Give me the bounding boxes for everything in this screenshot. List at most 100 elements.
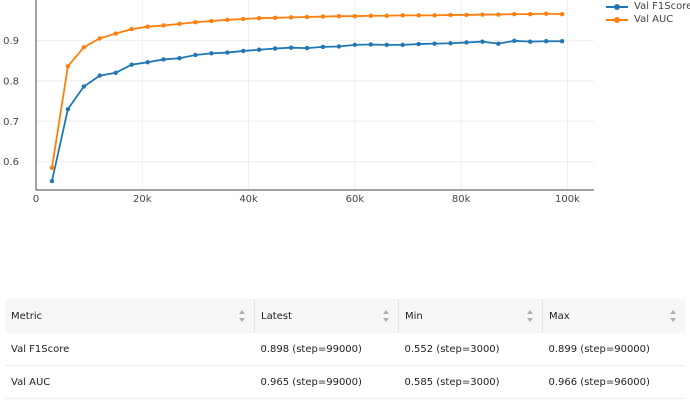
data-point-1	[49, 165, 55, 170]
data-point-1	[448, 12, 453, 18]
sort-icon[interactable]	[383, 310, 390, 322]
data-point-0	[400, 42, 405, 48]
data-point-0	[209, 51, 214, 56]
data-point-0	[65, 106, 71, 112]
cell-metric: Val AUC	[5, 365, 255, 399]
data-point-0	[288, 45, 294, 50]
data-point-1	[272, 15, 278, 20]
data-point-0	[543, 39, 549, 44]
cell-latest: 0.898 (step=99000)	[254, 333, 399, 366]
data-point-0	[512, 38, 517, 44]
data-point-0	[49, 178, 55, 184]
data-point-1	[543, 11, 549, 16]
data-point-0	[480, 39, 485, 44]
data-point-0	[193, 52, 198, 58]
data-point-1	[145, 24, 150, 29]
x-tick-label: 20k	[133, 194, 152, 205]
data-point-0	[145, 60, 150, 65]
legend-label: Val F1Score	[634, 1, 690, 12]
column-header-latest[interactable]: Latest	[254, 299, 399, 333]
data-point-1	[288, 15, 294, 20]
data-point-1	[193, 20, 198, 25]
y-tick-label: 0.6	[3, 157, 19, 168]
x-tick-label: 80k	[452, 194, 471, 205]
data-point-1	[161, 23, 166, 28]
chart-svg: 0 20k 40k 60k 80k 100k 0.6 0.7 0.8 0.9	[3, 0, 594, 205]
data-point-1	[384, 13, 389, 18]
data-point-1	[97, 36, 102, 41]
metrics-table: Metric Latest Min Max Val F1Score 0.898 …	[5, 299, 685, 399]
data-point-1	[352, 13, 358, 19]
data-point-0	[448, 41, 453, 46]
data-point-0	[496, 41, 501, 46]
chart-series	[49, 11, 565, 184]
data-point-1	[129, 26, 134, 32]
data-point-0	[320, 44, 326, 50]
data-point-1	[496, 12, 501, 17]
data-point-1	[209, 18, 214, 24]
data-point-1	[241, 16, 246, 22]
data-point-0	[177, 56, 182, 61]
column-header-min[interactable]: Min	[398, 299, 543, 333]
sort-icon[interactable]	[670, 310, 677, 322]
data-point-0	[97, 73, 102, 78]
series-line-1	[51, 12, 563, 168]
data-point-0	[432, 41, 437, 46]
cell-latest: 0.965 (step=99000)	[254, 365, 399, 399]
data-point-1	[65, 64, 71, 69]
sort-icon[interactable]	[527, 310, 534, 322]
cell-max: 0.899 (step=90000)	[542, 333, 685, 366]
x-tick-label: 60k	[346, 194, 365, 205]
column-header-metric[interactable]: Metric	[5, 299, 255, 333]
data-point-1	[304, 14, 310, 20]
data-point-1	[464, 12, 469, 18]
data-point-1	[320, 14, 326, 19]
data-point-0	[559, 39, 565, 44]
data-point-0	[225, 50, 230, 55]
chart-legend[interactable]: Val F1Score Val AUC	[606, 0, 690, 26]
data-point-0	[257, 47, 262, 52]
legend-swatch-auc	[606, 15, 628, 25]
data-point-1	[81, 45, 87, 50]
data-point-1	[432, 13, 437, 18]
legend-item-val-f1score[interactable]: Val F1Score	[606, 0, 690, 13]
data-point-0	[416, 41, 421, 47]
legend-swatch-f1score	[606, 2, 628, 12]
data-point-1	[512, 11, 517, 17]
metrics-chart: 0 20k 40k 60k 80k 100k 0.6 0.7 0.8 0.9 Val F1Scor…	[3, 0, 690, 205]
x-tick-label: 40k	[239, 194, 258, 205]
column-header-max[interactable]: Max	[542, 299, 685, 333]
y-tick-label: 0.8	[3, 76, 19, 87]
data-point-0	[304, 45, 310, 51]
data-point-1	[368, 13, 373, 18]
data-point-0	[368, 42, 373, 47]
data-point-0	[272, 46, 278, 51]
cell-min: 0.585 (step=3000)	[398, 365, 543, 399]
legend-label: Val AUC	[634, 14, 674, 25]
sort-icon[interactable]	[239, 310, 246, 322]
x-tick-label: 0	[33, 194, 39, 205]
data-point-1	[416, 13, 421, 18]
y-tick-label: 0.7	[3, 117, 19, 128]
data-point-0	[161, 57, 166, 62]
series-line-0	[51, 39, 563, 182]
legend-item-val-auc[interactable]: Val AUC	[606, 13, 690, 26]
data-point-0	[464, 40, 469, 45]
data-point-0	[336, 44, 342, 49]
chart-grid	[36, 0, 594, 190]
cell-min: 0.552 (step=3000)	[398, 333, 543, 366]
table-header-row: Metric Latest Min Max	[5, 299, 685, 333]
data-point-1	[528, 11, 533, 17]
cell-max: 0.966 (step=96000)	[542, 365, 685, 399]
data-point-0	[352, 42, 358, 48]
table-row: Val F1Score 0.898 (step=99000) 0.552 (st…	[5, 333, 685, 366]
data-point-0	[113, 70, 118, 75]
data-point-0	[129, 62, 134, 67]
data-point-0	[528, 39, 533, 44]
data-point-1	[113, 31, 118, 36]
data-point-0	[241, 48, 246, 54]
data-point-1	[480, 12, 485, 17]
chart-axes: 0 20k 40k 60k 80k 100k 0.6 0.7 0.8 0.9	[3, 0, 594, 205]
y-tick-label: 0.9	[3, 36, 19, 47]
data-point-1	[400, 13, 405, 18]
